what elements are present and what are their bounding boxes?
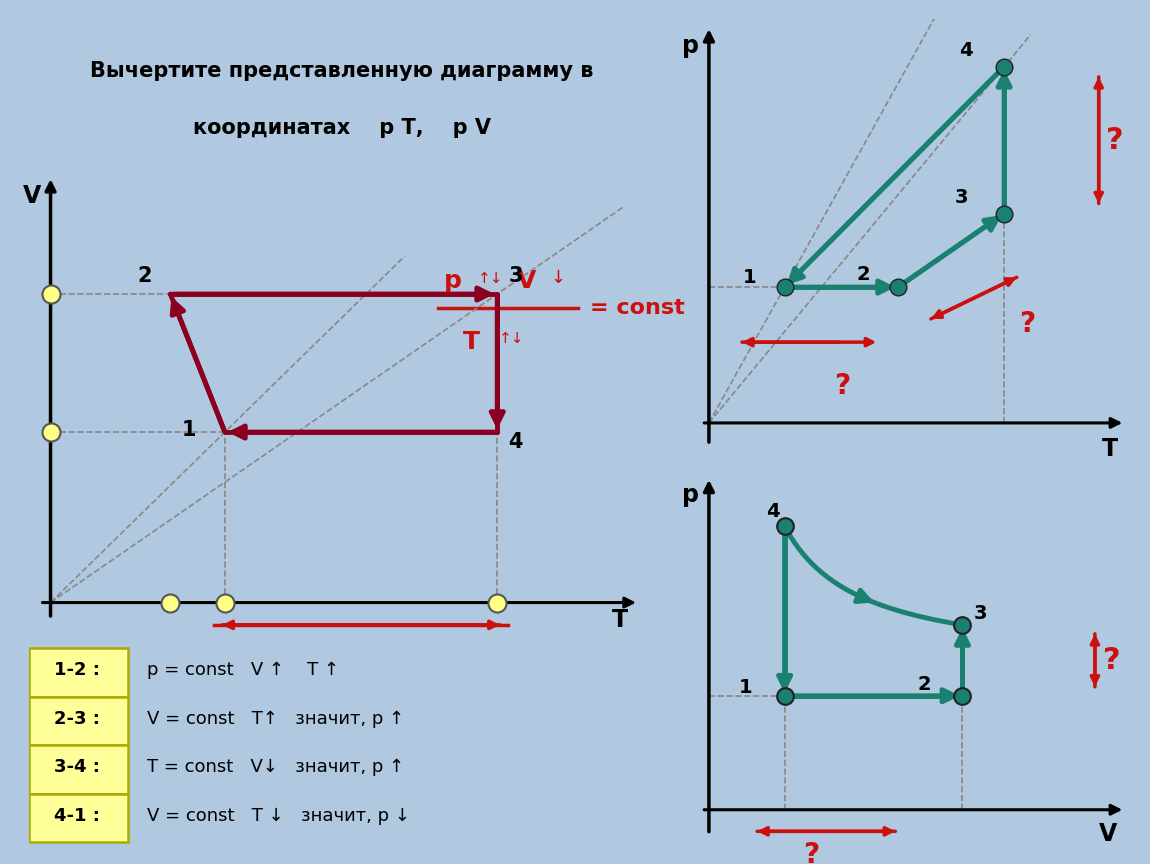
Text: 1: 1	[743, 269, 757, 288]
Text: 2-3 :: 2-3 :	[54, 710, 100, 728]
Text: p: p	[444, 270, 462, 293]
Text: = const: = const	[590, 298, 685, 319]
Text: ↓: ↓	[551, 269, 566, 287]
Text: координатах    р Т,    р V: координатах р Т, р V	[193, 118, 491, 138]
Text: Вычертите представленную диаграмму в: Вычертите представленную диаграмму в	[91, 61, 593, 81]
Text: 1-2 :: 1-2 :	[54, 662, 100, 679]
Text: V: V	[1099, 822, 1118, 846]
Text: ↑↓: ↑↓	[499, 331, 524, 346]
Text: ↑↓: ↑↓	[477, 270, 504, 285]
Text: 1: 1	[182, 420, 196, 440]
Text: ?: ?	[1019, 310, 1035, 338]
Text: 2: 2	[138, 266, 152, 286]
Text: 4: 4	[766, 502, 780, 521]
Text: p: p	[682, 34, 699, 58]
Text: T: T	[612, 608, 628, 632]
Text: 2: 2	[857, 264, 871, 283]
Text: ?: ?	[1103, 646, 1120, 675]
Text: 4-1 :: 4-1 :	[54, 807, 100, 825]
Text: V: V	[518, 270, 537, 293]
Text: 3: 3	[508, 266, 522, 286]
FancyBboxPatch shape	[29, 697, 128, 746]
Text: 4: 4	[959, 41, 972, 60]
Text: V: V	[23, 184, 41, 208]
FancyBboxPatch shape	[29, 648, 128, 697]
Text: 3: 3	[954, 187, 968, 206]
Text: T = const   V↓   значит, p ↑: T = const V↓ значит, p ↑	[147, 759, 404, 777]
Text: 3-4 :: 3-4 :	[54, 759, 100, 777]
FancyBboxPatch shape	[29, 794, 128, 842]
Text: V = const   T ↓   значит, p ↓: V = const T ↓ значит, p ↓	[147, 807, 409, 825]
Text: ?: ?	[834, 372, 850, 400]
Text: T: T	[1102, 437, 1118, 461]
Text: p = const   V ↑    T ↑: p = const V ↑ T ↑	[147, 662, 339, 679]
FancyBboxPatch shape	[29, 746, 128, 794]
Text: 4: 4	[508, 432, 522, 453]
Text: 2: 2	[917, 675, 930, 694]
Text: T: T	[462, 330, 480, 354]
Text: ?: ?	[804, 841, 820, 864]
Text: 1: 1	[739, 677, 753, 696]
Text: 3: 3	[974, 604, 988, 623]
Text: V = const   T↑   значит, p ↑: V = const T↑ значит, p ↑	[147, 710, 404, 728]
Text: p: p	[682, 483, 699, 507]
Text: ?: ?	[1106, 125, 1124, 155]
